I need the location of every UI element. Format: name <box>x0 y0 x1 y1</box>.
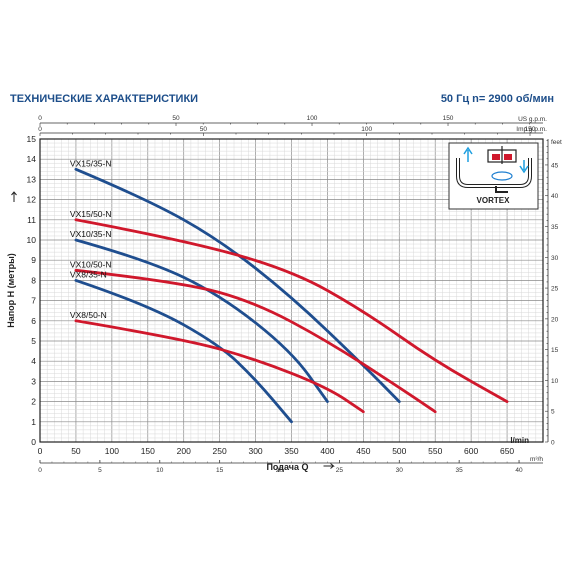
x-axis-title: Подача Q <box>266 462 308 472</box>
series-label-vx10-35-n: VX10/35-N <box>70 229 112 239</box>
x-axis-arrow <box>323 463 335 469</box>
x-tick-label: 600 <box>464 446 478 456</box>
vortex-inset: VORTEX <box>448 142 539 210</box>
y-tick-label: 15 <box>27 134 37 144</box>
series-label-vx15-35-n: VX15/35-N <box>70 158 112 168</box>
feet-tick-label: 20 <box>551 316 559 323</box>
x-tick-label: 400 <box>320 446 334 456</box>
x-tick-label: 200 <box>177 446 191 456</box>
y-tick-label: 2 <box>31 397 36 407</box>
y-tick-label: 4 <box>31 356 36 366</box>
m3h-unit: m³/h <box>530 456 543 463</box>
m3h-tick-label: 40 <box>515 467 523 474</box>
y-axis-title: Напор H (метры) <box>6 253 16 328</box>
y-tick-label: 10 <box>27 235 37 245</box>
feet-tick-label: 45 <box>551 162 559 169</box>
y-tick-label: 13 <box>27 174 37 184</box>
m3h-tick-label: 30 <box>396 467 404 474</box>
us-gpm-tick-label: 100 <box>307 115 318 122</box>
us-gpm-unit: US g.p.m. <box>518 116 547 123</box>
feet-tick-label: 0 <box>551 440 555 447</box>
m3h-tick-label: 20 <box>276 467 284 474</box>
feet-tick-label: 5 <box>551 409 555 416</box>
y-tick-label: 8 <box>31 275 36 285</box>
y-tick-label: 12 <box>27 195 37 205</box>
tick-labels: 0 50 100 150 200 250 300 350 400 450 500 550 600 650l… <box>6 115 562 474</box>
series-line-vx15-35-n <box>74 167 401 403</box>
y-tick-label: 5 <box>31 336 36 346</box>
y-tick-label: 7 <box>31 296 36 306</box>
series-line-vx8-50-n <box>74 319 365 414</box>
imp-gpm-unit: Imp g.p.m. <box>516 126 547 133</box>
vortex-pump-icon <box>456 146 532 193</box>
x-tick-label: 450 <box>356 446 370 456</box>
x-tick-label: 550 <box>428 446 442 456</box>
feet-unit: feet <box>551 139 562 146</box>
x-unit: l/min <box>510 436 529 445</box>
imp-gpm-tick-label: 0 <box>38 126 42 133</box>
y-tick-label: 3 <box>31 376 36 386</box>
x-tick-label: 150 <box>141 446 155 456</box>
m3h-tick-label: 5 <box>98 467 102 474</box>
m3h-tick-label: 15 <box>216 467 224 474</box>
series-line-vx15-50-n <box>74 218 509 403</box>
x-tick-label: 350 <box>284 446 298 456</box>
imp-gpm-tick-label: 150 <box>525 126 536 133</box>
y-tick-label: 6 <box>31 316 36 326</box>
page-title: ТЕХНИЧЕСКИЕ ХАРАКТЕРИСТИКИ <box>10 93 199 105</box>
feet-tick-label: 40 <box>551 193 559 200</box>
x-tick-label: 300 <box>248 446 262 456</box>
y-tick-label: 0 <box>31 437 36 447</box>
us-gpm-tick-label: 150 <box>443 115 454 122</box>
series-line-vx10-50-n <box>74 268 437 414</box>
feet-tick-label: 10 <box>551 378 559 385</box>
series-label-vx10-50-n: VX10/50-N <box>70 259 112 269</box>
m3h-tick-label: 10 <box>156 467 164 474</box>
x-tick-label: 500 <box>392 446 406 456</box>
x-tick-label: 0 <box>38 446 43 456</box>
us-gpm-tick-label: 50 <box>172 115 180 122</box>
speed-spec: 50 Гц n= 2900 об/мин <box>440 93 554 105</box>
series-label-vx8-50-n: VX8/50-N <box>70 310 107 320</box>
plot-frame <box>39 138 544 443</box>
series-label-vx8-35-n: VX8/35-N <box>70 269 107 279</box>
m3h-tick-label: 25 <box>336 467 344 474</box>
m3h-tick-label: 0 <box>38 467 42 474</box>
x-tick-label: 650 <box>500 446 514 456</box>
y-axis-arrow <box>11 191 17 202</box>
series-label-vx15-50-n: VX15/50-N <box>70 209 112 219</box>
inset-label: VORTEX <box>477 196 511 205</box>
feet-tick-label: 25 <box>551 286 559 293</box>
y-tick-label: 11 <box>27 215 36 225</box>
axes <box>39 122 549 464</box>
us-gpm-tick-label: 0 <box>38 115 42 122</box>
m3h-tick-label: 35 <box>456 467 464 474</box>
imp-gpm-tick-label: 100 <box>361 126 372 133</box>
feet-tick-label: 15 <box>551 347 559 354</box>
feet-tick-label: 35 <box>551 224 559 231</box>
x-tick-label: 100 <box>105 446 119 456</box>
y-tick-label: 1 <box>31 417 36 427</box>
y-tick-label: 14 <box>27 154 37 164</box>
feet-tick-label: 30 <box>551 255 559 262</box>
imp-gpm-tick-label: 50 <box>200 126 208 133</box>
x-tick-label: 50 <box>71 446 81 456</box>
series-line-vx8-35-n <box>74 279 293 424</box>
x-tick-label: 250 <box>213 446 227 456</box>
y-tick-label: 9 <box>31 255 36 265</box>
series-curves: VX15/35-NVX15/50-NVX10/35-NVX10/50-NVX8/… <box>70 158 509 424</box>
